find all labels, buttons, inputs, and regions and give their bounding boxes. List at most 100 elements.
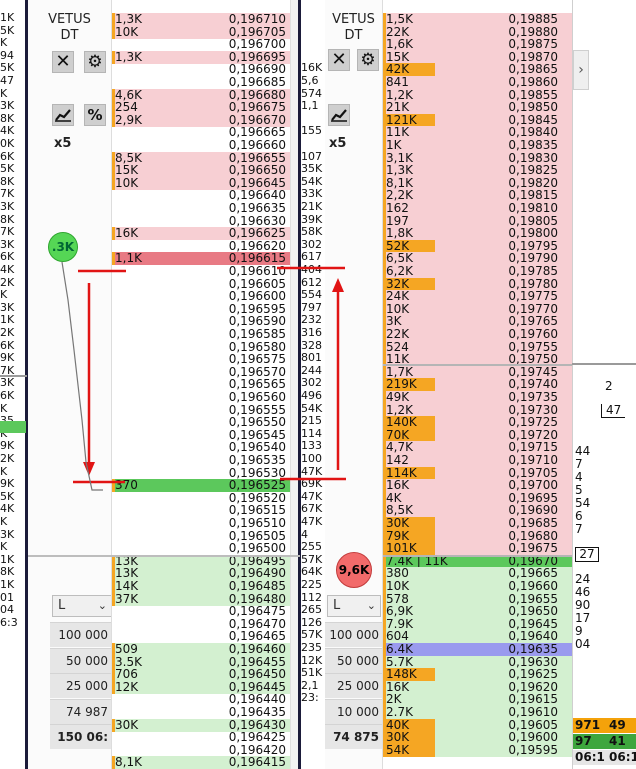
order-book-row[interactable]: 114K 0,19705 <box>383 466 572 480</box>
order-book-row[interactable]: 22K 0,19760 <box>383 328 572 341</box>
order-book-row[interactable]: 16K 0,19700 <box>383 479 572 493</box>
order-book-row[interactable]: 40K 0,19605 <box>383 718 572 732</box>
order-book-row[interactable]: 2.7K 0,19610 <box>383 706 572 719</box>
quantity-preset-button[interactable]: 50 000 <box>325 647 382 673</box>
close-button-right[interactable]: ✕ <box>328 49 350 71</box>
quantity-preset-button[interactable]: 10 000 <box>325 698 382 724</box>
percent-button[interactable]: % <box>84 104 106 126</box>
order-book-row[interactable]: 0,196505 <box>112 529 300 543</box>
order-book-row[interactable]: 0,196545 <box>112 428 300 442</box>
order-book-row[interactable]: 2,9K 0,196670 <box>112 113 300 127</box>
order-book-row[interactable]: 0,196550 <box>112 416 300 429</box>
order-book-row[interactable]: 140K 0,19725 <box>383 416 572 430</box>
settings-button[interactable]: ⚙ <box>84 51 106 73</box>
order-book-row[interactable]: 380 0,19665 <box>383 567 572 581</box>
order-book-row[interactable]: 0,196665 <box>112 126 300 139</box>
order-book-row[interactable]: 49K 0,19735 <box>383 391 572 404</box>
order-book-row[interactable]: 11K 0,19750 <box>383 353 572 367</box>
order-book-row[interactable]: 42K 0,19865 <box>383 63 572 77</box>
order-book-row[interactable]: 5.7K 0,19630 <box>383 655 572 669</box>
quantity-preset-button[interactable]: 50 000 <box>50 647 111 673</box>
order-book-row[interactable]: 0,196500 <box>112 542 300 555</box>
order-book-row[interactable]: 70K 0,19720 <box>383 428 572 442</box>
order-book-row[interactable]: 1,3K 0,196695 <box>112 50 300 64</box>
order-book-row[interactable]: 0,196440 <box>112 693 300 706</box>
order-book-row[interactable]: 0,196585 <box>112 328 300 341</box>
order-book-row[interactable]: 524 0,19755 <box>383 340 572 354</box>
order-book-row[interactable]: 10K 0,196705 <box>112 25 300 39</box>
order-book-row[interactable]: 37K 0,196480 <box>112 592 300 606</box>
order-book-row[interactable]: 578 0,19655 <box>383 592 572 606</box>
order-book-row[interactable]: 11K 0,19840 <box>383 126 572 140</box>
order-book-row[interactable]: 8,5K 0,196655 <box>112 151 300 165</box>
order-book-row[interactable]: 1,7K 0,19745 <box>383 365 572 379</box>
order-book-row[interactable]: 0,196630 <box>112 214 300 228</box>
order-book-row[interactable]: 219K 0,19740 <box>383 378 572 392</box>
order-book-row[interactable]: 0,196435 <box>112 706 300 719</box>
order-book-row[interactable]: 0,196540 <box>112 441 300 454</box>
order-book-row[interactable]: 13K 0,196490 <box>112 567 300 581</box>
order-book-row[interactable]: 0,196635 <box>112 202 300 215</box>
order-type-select-right[interactable]: L ⌄ <box>327 595 381 617</box>
order-book-row[interactable]: 0,196620 <box>112 239 300 253</box>
order-book-row[interactable]: 142 0,19710 <box>383 454 572 467</box>
order-book-row[interactable]: 0,196515 <box>112 504 300 517</box>
order-book-row[interactable]: 4,6K 0,196680 <box>112 88 300 102</box>
ladder-scrollbar[interactable] <box>290 0 300 769</box>
chart-button-right[interactable] <box>328 104 350 126</box>
order-book-row[interactable]: 0,196660 <box>112 139 300 152</box>
order-book-row[interactable]: 15K 0,19870 <box>383 50 572 64</box>
order-book-row[interactable]: 6,5K 0,19790 <box>383 252 572 266</box>
order-book-row[interactable]: 0,196420 <box>112 743 300 757</box>
order-book-row[interactable]: 0,196690 <box>112 63 300 76</box>
order-book-row[interactable]: 10K 0,19660 <box>383 580 572 593</box>
order-book-row[interactable]: 197 0,19805 <box>383 214 572 228</box>
order-book-row[interactable]: 0,196575 <box>112 353 300 366</box>
order-book-row[interactable]: 0,196570 <box>112 365 300 379</box>
order-book-row[interactable]: 0,196590 <box>112 315 300 328</box>
quantity-preset-button[interactable]: 74 987 <box>50 698 111 724</box>
order-book-row[interactable]: 16K 0,196625 <box>112 227 300 241</box>
order-book-row[interactable]: 30K 0,196430 <box>112 718 300 732</box>
expand-panel-button[interactable]: › <box>573 50 589 90</box>
order-book-row[interactable]: 15K 0,196650 <box>112 164 300 178</box>
order-book-row[interactable]: 604 0,19640 <box>383 630 572 644</box>
order-book-row[interactable]: 3K 0,19765 <box>383 315 572 329</box>
order-book-row[interactable]: 0,196600 <box>112 290 300 303</box>
order-book-row[interactable]: 0,196535 <box>112 454 300 467</box>
order-book-row[interactable]: 0,196605 <box>112 277 300 291</box>
order-book-row[interactable]: 1,6K 0,19875 <box>383 38 572 52</box>
order-book-row[interactable]: 509 0,196460 <box>112 643 300 656</box>
order-book-row[interactable]: 1,3K 0,196710 <box>112 13 300 26</box>
close-button[interactable]: ✕ <box>52 51 74 73</box>
order-book-row[interactable]: 6,9K 0,19650 <box>383 605 572 619</box>
order-book-row[interactable]: 841 0,19860 <box>383 76 572 89</box>
order-book-row[interactable]: 14K 0,196485 <box>112 580 300 593</box>
order-book-row[interactable]: 54K 0,19595 <box>383 743 572 757</box>
order-type-select[interactable]: L ⌄ <box>52 595 111 617</box>
order-book-row[interactable]: 16K 0,19620 <box>383 680 572 694</box>
order-book-row[interactable]: 8,1K 0,196415 <box>112 756 300 769</box>
order-book-row[interactable]: 30K 0,19600 <box>383 731 572 745</box>
order-book-row[interactable]: 1,2K 0,19730 <box>383 403 572 417</box>
order-book-row[interactable]: 0,196595 <box>112 302 300 316</box>
quantity-preset-button[interactable]: 74 875 <box>325 724 382 749</box>
order-book-row[interactable]: 0,196580 <box>112 340 300 354</box>
order-book-row[interactable]: 22K 0,19880 <box>383 25 572 39</box>
order-book-row[interactable]: 121K 0,19845 <box>383 113 572 127</box>
order-book-row[interactable]: 1K 0,19835 <box>383 139 572 152</box>
order-book-row[interactable]: 6,2K 0,19785 <box>383 265 572 278</box>
order-book-row[interactable]: 162 0,19810 <box>383 202 572 215</box>
order-book-row[interactable]: 0,196610 <box>112 265 300 278</box>
order-book-row[interactable]: 0,196475 <box>112 605 300 618</box>
order-book-row[interactable]: 0,196640 <box>112 189 300 202</box>
order-book-row[interactable]: 370 0,196525 <box>112 479 300 493</box>
chart-button[interactable] <box>52 104 74 126</box>
order-book-row[interactable]: 0,196520 <box>112 491 300 505</box>
order-book-row[interactable]: 0,196425 <box>112 731 300 744</box>
order-book-row[interactable]: 7.4K | 11K 0,19670 <box>383 554 572 568</box>
order-book-row[interactable]: 10K 0,196645 <box>112 176 300 190</box>
quantity-preset-button[interactable]: 100 000 <box>325 622 382 647</box>
order-book-row[interactable]: 3,1K 0,19830 <box>383 151 572 165</box>
order-book-row[interactable]: 79K 0,19680 <box>383 529 572 543</box>
